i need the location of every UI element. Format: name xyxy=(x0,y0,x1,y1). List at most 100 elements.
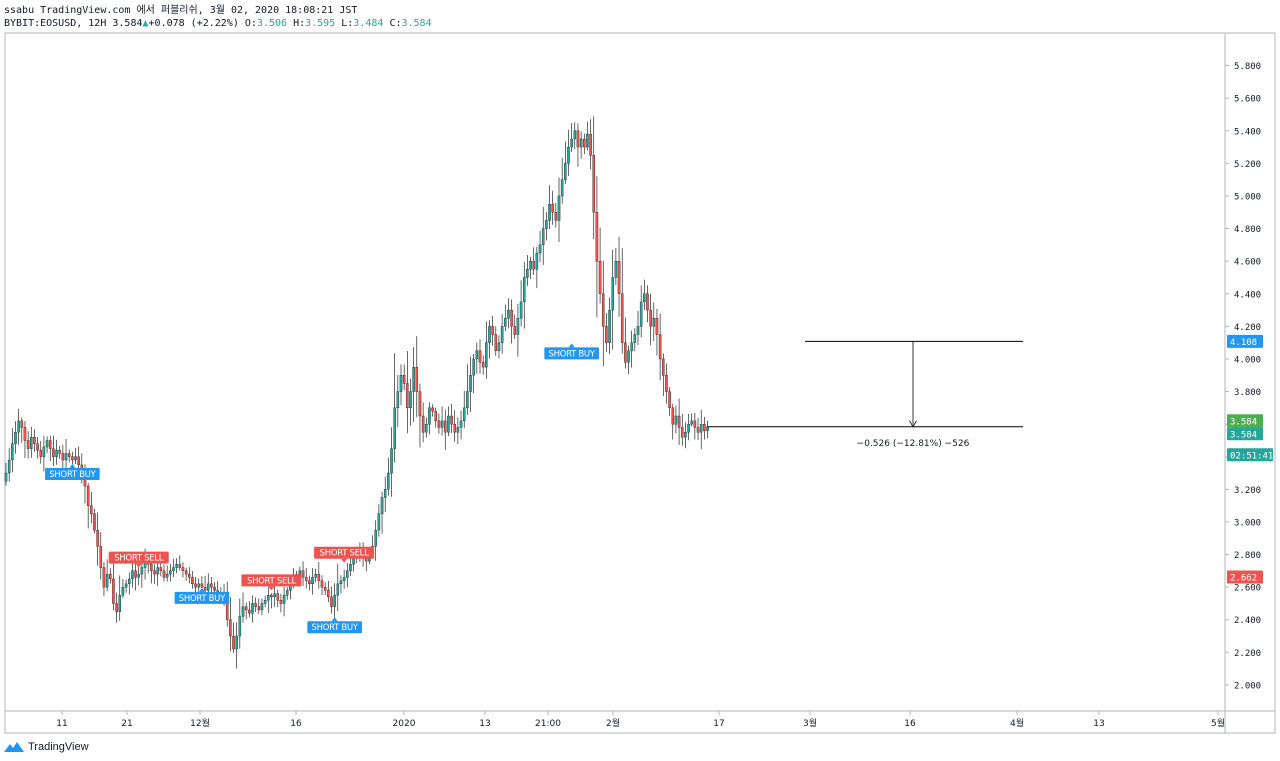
candle[interactable] xyxy=(564,141,567,184)
candle[interactable] xyxy=(516,303,520,357)
candle[interactable] xyxy=(197,578,201,592)
candle[interactable] xyxy=(33,429,36,452)
candle[interactable] xyxy=(58,446,61,459)
candle[interactable] xyxy=(127,572,131,595)
candle[interactable] xyxy=(491,315,494,346)
candle[interactable] xyxy=(244,602,248,620)
footer-brand[interactable]: TradingView xyxy=(4,739,89,755)
candle[interactable] xyxy=(589,119,592,170)
candle[interactable] xyxy=(605,313,608,352)
candle[interactable] xyxy=(462,390,466,429)
candle[interactable] xyxy=(557,177,561,242)
candle[interactable] xyxy=(267,586,270,614)
candle[interactable] xyxy=(627,345,630,375)
candle[interactable] xyxy=(500,314,504,354)
candle[interactable] xyxy=(14,421,17,454)
candle[interactable] xyxy=(235,622,238,669)
candle[interactable] xyxy=(383,476,387,513)
candle[interactable] xyxy=(443,409,447,450)
candle[interactable] xyxy=(30,426,33,458)
candle[interactable] xyxy=(409,378,412,426)
candle[interactable] xyxy=(191,571,194,589)
candle[interactable] xyxy=(349,555,352,577)
candle[interactable] xyxy=(567,129,570,177)
candle[interactable] xyxy=(690,413,693,427)
candle[interactable] xyxy=(55,439,58,465)
candle[interactable] xyxy=(532,247,535,275)
candle[interactable] xyxy=(311,568,314,595)
candle[interactable] xyxy=(336,563,340,612)
candle[interactable] xyxy=(238,598,242,649)
measure-tool[interactable]: −0.526 (−12.81%) −526 xyxy=(707,340,1023,449)
candle[interactable] xyxy=(624,317,627,369)
candle[interactable] xyxy=(478,339,482,374)
candle[interactable] xyxy=(677,398,681,445)
candle[interactable] xyxy=(320,575,324,596)
candle[interactable] xyxy=(418,383,422,448)
candle[interactable] xyxy=(522,261,526,329)
candle[interactable] xyxy=(636,310,640,346)
candle[interactable] xyxy=(428,402,431,435)
candle[interactable] xyxy=(112,560,115,611)
candle[interactable] xyxy=(153,564,156,584)
candle[interactable] xyxy=(42,435,46,472)
candle[interactable] xyxy=(617,236,621,317)
candle[interactable] xyxy=(162,564,166,582)
candle[interactable] xyxy=(254,597,257,612)
candle[interactable] xyxy=(583,133,586,155)
candle[interactable] xyxy=(535,246,539,289)
time-axis[interactable]: 11 21 12월 16 2020 13 21:00 2월 17 3월 16 4월 13 5월 xyxy=(56,711,1225,729)
candle[interactable] xyxy=(175,558,178,574)
candle[interactable] xyxy=(614,247,618,285)
candle[interactable] xyxy=(447,406,450,437)
candle[interactable] xyxy=(206,573,210,595)
candle[interactable] xyxy=(131,561,134,588)
candle[interactable] xyxy=(172,558,175,578)
candle[interactable] xyxy=(4,462,8,486)
candle[interactable] xyxy=(96,512,99,566)
candle[interactable] xyxy=(687,414,690,441)
candle[interactable] xyxy=(159,562,163,577)
candle[interactable] xyxy=(504,304,507,332)
candle[interactable] xyxy=(52,435,55,466)
candle[interactable] xyxy=(595,176,599,318)
candle[interactable] xyxy=(317,561,321,589)
candle[interactable] xyxy=(90,491,93,524)
candle[interactable] xyxy=(7,448,11,482)
candle[interactable] xyxy=(285,587,289,600)
candlestick-series[interactable] xyxy=(4,116,709,669)
candle[interactable] xyxy=(279,593,283,613)
candle[interactable] xyxy=(608,297,611,355)
candle[interactable] xyxy=(225,581,229,627)
candle[interactable] xyxy=(137,564,140,586)
candle[interactable] xyxy=(380,491,384,534)
candle[interactable] xyxy=(431,404,434,417)
candle[interactable] xyxy=(346,562,349,588)
candle[interactable] xyxy=(494,326,498,356)
candle[interactable] xyxy=(93,508,96,534)
candle[interactable] xyxy=(402,364,406,391)
candle[interactable] xyxy=(105,559,109,592)
candle[interactable] xyxy=(472,354,475,394)
candle[interactable] xyxy=(251,595,254,623)
candle[interactable] xyxy=(393,353,396,463)
candle[interactable] xyxy=(425,417,428,438)
candle[interactable] xyxy=(570,123,573,152)
candle[interactable] xyxy=(649,293,652,346)
candle[interactable] xyxy=(20,417,24,443)
candle[interactable] xyxy=(579,131,583,159)
candle[interactable] xyxy=(248,601,251,618)
candle[interactable] xyxy=(601,260,605,367)
candle[interactable] xyxy=(178,555,182,571)
candle[interactable] xyxy=(333,583,336,620)
candle[interactable] xyxy=(301,561,305,586)
candle[interactable] xyxy=(655,308,659,356)
candle[interactable] xyxy=(115,592,118,623)
candle[interactable] xyxy=(48,435,52,462)
candle[interactable] xyxy=(481,355,485,375)
candle[interactable] xyxy=(456,417,460,444)
candle[interactable] xyxy=(630,330,633,368)
candle[interactable] xyxy=(706,420,709,439)
candle[interactable] xyxy=(586,121,589,151)
candle[interactable] xyxy=(390,427,393,497)
